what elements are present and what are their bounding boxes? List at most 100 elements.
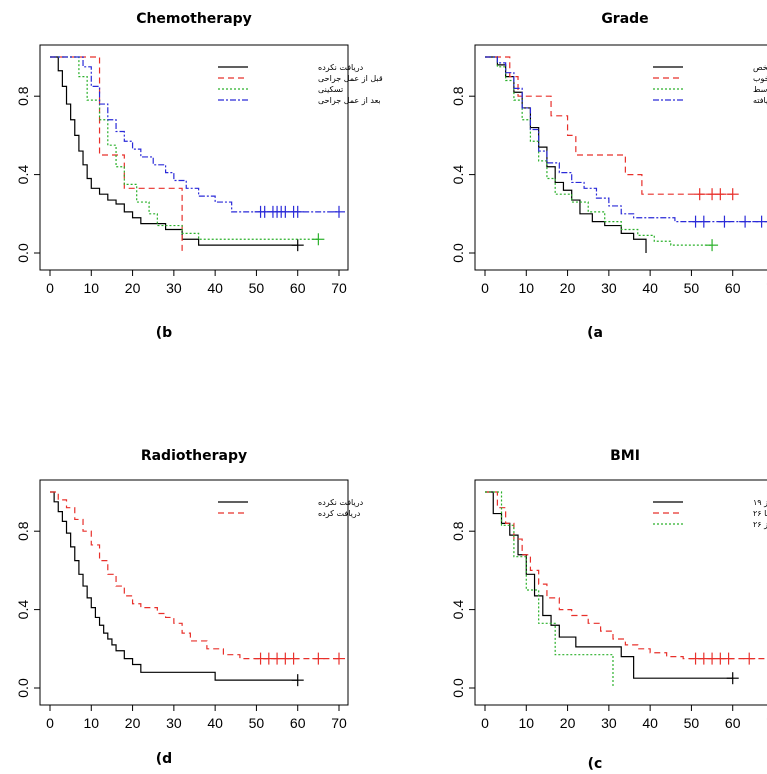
plot-area <box>50 491 345 687</box>
chart-title: BMI <box>610 448 640 464</box>
y-tick-label: 0.8 <box>15 521 31 541</box>
censor-mark <box>726 672 739 685</box>
censor-mark <box>287 652 300 665</box>
y-tick-label: 0.0 <box>15 678 31 698</box>
series-line-2 <box>50 56 183 253</box>
y-tick-label: 0.8 <box>450 86 466 106</box>
x-tick-label: 10 <box>518 280 534 296</box>
censor-mark <box>726 188 739 201</box>
x-tick-label: 20 <box>560 280 576 296</box>
x-tick-label: 50 <box>684 280 700 296</box>
legend: کمتر از ۱۹ بین ۱۹ تا ۲۶ بیش از ۲۶ <box>653 498 767 529</box>
x-tick-label: 30 <box>166 715 182 731</box>
x-tick-label: 60 <box>725 280 741 296</box>
x-tick-label: 40 <box>207 715 223 731</box>
series-line-1 <box>485 491 733 679</box>
x-tick-label: 20 <box>125 280 141 296</box>
censor-mark <box>718 215 731 228</box>
censor-mark <box>333 652 345 665</box>
plot-frame <box>474 479 767 706</box>
series-line-3 <box>485 56 713 246</box>
y-tick-label: 0.0 <box>450 243 466 263</box>
x-tick-label: 60 <box>290 715 306 731</box>
x-tick-label: 40 <box>207 280 223 296</box>
censor-mark <box>722 652 735 665</box>
series-line-2 <box>485 56 733 195</box>
censor-mark <box>291 205 304 218</box>
legend-label: متوسط <box>753 85 767 94</box>
panel-label: (c <box>588 756 603 772</box>
x-tick-label: 40 <box>642 280 658 296</box>
censor-mark <box>291 239 304 252</box>
series-line-1 <box>50 491 298 681</box>
chart-panel-2: Grade0102030405060700.00.40.8نامشخصخوبمت… <box>450 11 767 341</box>
x-tick-label: 30 <box>166 280 182 296</box>
x-tick-label: 10 <box>83 715 99 731</box>
censor-mark <box>333 205 345 218</box>
x-tick-label: 0 <box>46 715 54 731</box>
x-tick-label: 0 <box>481 280 489 296</box>
x-tick-label: 50 <box>249 715 265 731</box>
x-tick-label: 30 <box>601 280 617 296</box>
series-line-1 <box>50 56 298 246</box>
x-tick-label: 50 <box>249 280 265 296</box>
legend-label: دریافت کرده <box>318 509 361 518</box>
legend-label: کمتر از ۱۹ <box>753 498 767 507</box>
x-tick-label: 70 <box>331 280 347 296</box>
y-tick-label: 0.4 <box>15 165 31 185</box>
legend-label: قبل از عمل جراحی <box>318 74 383 83</box>
x-tick-label: 0 <box>46 280 54 296</box>
legend: نامشخص خوب متوسط تمایز نیافته <box>653 63 767 105</box>
plot-area <box>50 56 345 253</box>
censor-mark <box>743 652 756 665</box>
x-tick-label: 60 <box>290 280 306 296</box>
plot-area <box>485 491 767 688</box>
x-tick-label: 0 <box>481 715 489 731</box>
series-line-4 <box>485 56 767 223</box>
x-tick-label: 60 <box>725 715 741 731</box>
x-tick-label: 30 <box>601 715 617 731</box>
plot-frame <box>474 44 767 271</box>
y-tick-label: 0.8 <box>450 521 466 541</box>
y-tick-label: 0.0 <box>450 678 466 698</box>
censor-mark <box>312 652 325 665</box>
censor-mark <box>706 239 719 252</box>
series-line-4 <box>50 56 339 213</box>
chart-panel-3: Radiotherapy 0 10 20 30 40 50 60 70 0.0 0.4 0.8 دریا… <box>15 448 364 767</box>
legend-label: خوب <box>753 74 767 83</box>
legend-label: بعد از عمل جراحی <box>318 96 381 105</box>
legend-label: تسکینی <box>318 85 343 94</box>
y-tick-label: 0.0 <box>15 243 31 263</box>
x-tick-label: 50 <box>684 715 700 731</box>
chart-title: Grade <box>601 11 648 27</box>
censor-mark <box>714 188 727 201</box>
legend-label: تمایز نیافته <box>753 96 767 105</box>
legend-label: دریافت نکرده <box>318 498 364 507</box>
y-tick-label: 0.8 <box>15 86 31 106</box>
series-line-3 <box>50 56 319 240</box>
y-tick-label: 0.4 <box>450 165 466 185</box>
panel-label: (d <box>156 751 172 767</box>
plot-frame <box>39 479 349 706</box>
censor-mark <box>755 215 767 228</box>
chart-panel-4: BMI0102030405060700.00.40.8کمتر از ۱۹بین… <box>450 448 767 772</box>
censor-mark <box>697 215 710 228</box>
chart-title: Radiotherapy <box>141 448 247 464</box>
series-line-3 <box>485 491 614 688</box>
censor-mark <box>291 674 304 687</box>
x-tick-label: 20 <box>560 715 576 731</box>
x-tick-label: 40 <box>642 715 658 731</box>
legend-label: دریافت نکرده <box>318 63 364 72</box>
legend: دریافت نکرده دریافت کرده <box>218 498 364 518</box>
chart-panel-1: Chemotherapy 0 10 20 30 40 50 60 70 0.0 0.4 0.8 دریا… <box>15 11 383 341</box>
censor-mark <box>312 233 325 246</box>
chart-title: Chemotherapy <box>136 11 252 27</box>
legend: دریافت نکرده قبل از عمل جراحی تسکینی بعد از… <box>218 63 383 105</box>
x-tick-label: 10 <box>518 715 534 731</box>
legend-label: بیش از ۲۶ <box>753 520 767 529</box>
x-tick-label: 70 <box>331 715 347 731</box>
x-tick-label: 20 <box>125 715 141 731</box>
censor-mark <box>739 215 752 228</box>
panel-label: (b <box>156 325 172 341</box>
